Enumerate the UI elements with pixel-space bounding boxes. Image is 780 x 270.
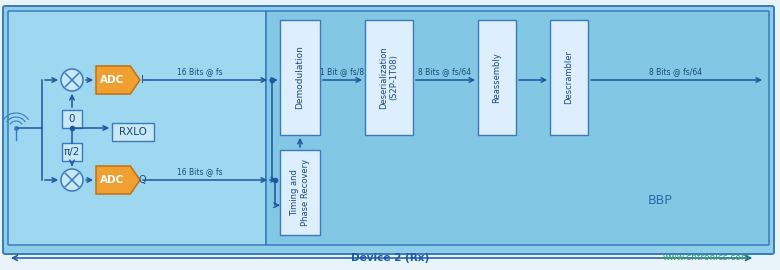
FancyBboxPatch shape bbox=[62, 143, 82, 161]
FancyBboxPatch shape bbox=[478, 20, 516, 135]
Polygon shape bbox=[96, 166, 140, 194]
Text: Demodulation: Demodulation bbox=[296, 46, 304, 109]
FancyBboxPatch shape bbox=[266, 11, 769, 245]
FancyBboxPatch shape bbox=[550, 20, 588, 135]
Text: ADC: ADC bbox=[100, 175, 124, 185]
Text: 1 Bit @ fs/8: 1 Bit @ fs/8 bbox=[320, 68, 364, 76]
Circle shape bbox=[61, 169, 83, 191]
Text: 16 Bits @ fs: 16 Bits @ fs bbox=[177, 68, 223, 76]
FancyBboxPatch shape bbox=[280, 150, 320, 235]
FancyBboxPatch shape bbox=[112, 123, 154, 141]
Text: Deserialization
(S2P-1T08): Deserialization (S2P-1T08) bbox=[379, 46, 399, 109]
Text: 16 Bits @ fs: 16 Bits @ fs bbox=[177, 167, 223, 177]
Text: 0: 0 bbox=[69, 114, 75, 124]
Text: www.cntronics.com: www.cntronics.com bbox=[662, 254, 750, 262]
Text: RXLO: RXLO bbox=[119, 127, 147, 137]
Text: π/2: π/2 bbox=[64, 147, 80, 157]
Text: 8 Bits @ fs/64: 8 Bits @ fs/64 bbox=[418, 68, 472, 76]
FancyBboxPatch shape bbox=[3, 6, 774, 254]
Text: Reassembly: Reassembly bbox=[492, 52, 502, 103]
Text: BBP: BBP bbox=[647, 194, 672, 207]
FancyBboxPatch shape bbox=[62, 110, 82, 128]
Polygon shape bbox=[96, 66, 140, 94]
FancyBboxPatch shape bbox=[280, 20, 320, 135]
FancyBboxPatch shape bbox=[365, 20, 413, 135]
Circle shape bbox=[61, 69, 83, 91]
Text: Q: Q bbox=[138, 175, 146, 185]
Text: Device 2 (Rx): Device 2 (Rx) bbox=[351, 253, 429, 263]
Text: 8 Bits @ fs/64: 8 Bits @ fs/64 bbox=[650, 68, 703, 76]
Text: I: I bbox=[140, 75, 144, 85]
FancyBboxPatch shape bbox=[8, 11, 266, 245]
Text: ADC: ADC bbox=[100, 75, 124, 85]
Text: Timing and
Phase Recovery: Timing and Phase Recovery bbox=[290, 159, 310, 226]
Text: Descrambler: Descrambler bbox=[565, 50, 573, 104]
